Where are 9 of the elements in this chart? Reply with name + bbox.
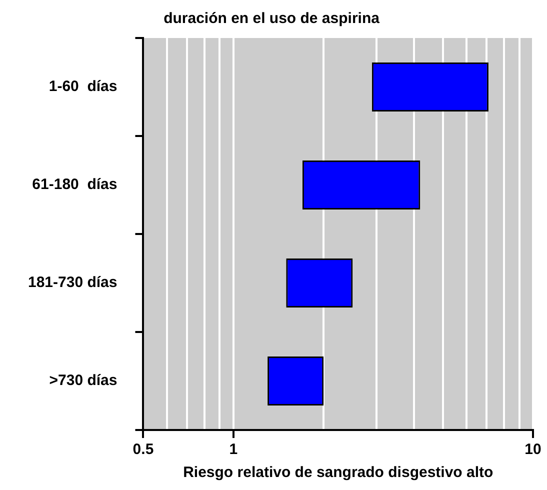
x-tick-label: 0.5 xyxy=(132,441,154,458)
x-tick-label: 10 xyxy=(524,441,542,458)
x-tick-label: 1 xyxy=(229,441,238,458)
x-axis-title: Riesgo relativo de sangrado disgestivo alto xyxy=(183,464,494,482)
y-tick-label: 61-180 días xyxy=(32,176,118,194)
y-tick-label: 181-730 días xyxy=(28,274,118,292)
y-tick-label: 1-60 días xyxy=(48,78,118,96)
chart-title: duración en el uso de aspirina xyxy=(164,10,380,28)
y-tick-label: >730 días xyxy=(49,372,118,390)
